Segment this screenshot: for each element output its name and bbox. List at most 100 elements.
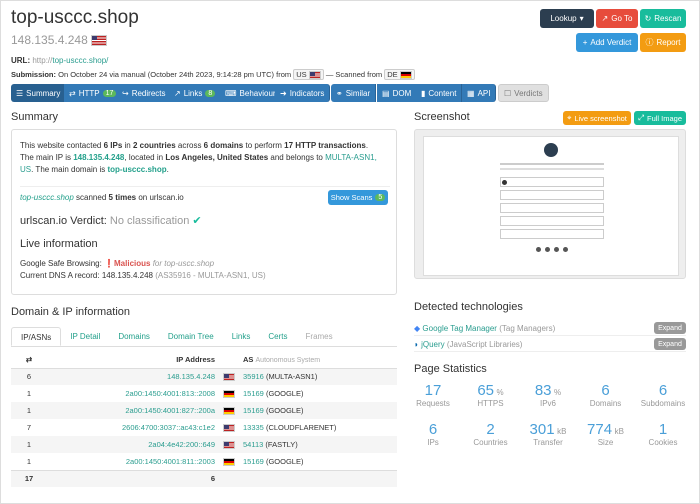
screenshot-image	[423, 136, 679, 276]
info-icon: ⓘ	[645, 38, 654, 47]
col-as-header: AS Autonomous System	[243, 354, 321, 364]
request-count: 1	[26, 389, 32, 398]
tech-item: ◗ jQuery (JavaScript Libraries) Expand	[414, 337, 686, 352]
report-button[interactable]: ⓘ Report	[640, 33, 686, 52]
de-flag-icon	[399, 71, 412, 80]
url-line: URL: http://top-usccc.shop/	[11, 56, 108, 65]
api-icon: ▦	[467, 88, 475, 98]
stat-subdomains: 6 Subdomains	[640, 382, 686, 408]
asn-org: (GOOGLE)	[265, 406, 304, 415]
asn-org: (CLOUDFLARENET)	[265, 423, 337, 432]
summary-heading: Summary	[11, 111, 59, 123]
tech-heading: Detected technologies	[414, 301, 523, 313]
us-flag-icon	[223, 441, 235, 449]
us-flag-icon	[90, 35, 107, 47]
verdict-icon: ☐	[504, 88, 512, 98]
asn-org: (MULTA-ASN1)	[265, 372, 318, 382]
show-scans-button[interactable]: Show Scans 5	[328, 190, 388, 205]
link-icon: ↗	[174, 88, 181, 98]
stats-heading: Page Statistics	[414, 363, 487, 375]
asn-link[interactable]: 54113	[243, 440, 264, 449]
ip-link[interactable]: 2a04:4e42:200::649	[148, 440, 215, 449]
expand-icon: ⤢	[637, 113, 644, 122]
nav-indicators[interactable]: ➜ Indicators	[275, 84, 331, 102]
expand-button[interactable]: Expand	[654, 322, 686, 334]
ip-link[interactable]: 2606:4700:3037::ac43:c1e2	[122, 423, 215, 432]
asn-link[interactable]: 13335	[243, 423, 264, 432]
asn-link[interactable]: 15169	[243, 389, 264, 398]
table-row: 1 2a00:1450:4001:813::2008 15169 (GOOGLE)	[11, 385, 397, 402]
col-ip-header: IP Address	[176, 354, 215, 364]
plus-icon: +	[582, 38, 588, 47]
nav-redirects[interactable]: ↪ Redirects	[117, 84, 172, 102]
check-circle-icon: ✔	[192, 215, 202, 227]
add-verdict-button[interactable]: + Add Verdict	[576, 33, 638, 52]
nav-api[interactable]: ▦ API	[462, 84, 497, 102]
rescan-button[interactable]: ↻ Rescan	[640, 9, 686, 28]
asn-link[interactable]: MULTA-ASN1, US	[20, 153, 377, 174]
asn-org: (GOOGLE)	[265, 456, 304, 466]
arrow-icon: ➜	[280, 88, 287, 98]
similar-icon: ⚭	[336, 88, 343, 98]
nav-similar[interactable]: ⚭ Similar	[331, 84, 377, 102]
ip-link[interactable]: 2a00:1450:4001:813::2008	[125, 389, 215, 398]
nav-links[interactable]: ↗ Links 8	[169, 84, 222, 102]
de-flag-icon	[223, 457, 235, 466]
stat-size: 774 kB Size	[587, 421, 624, 447]
live-screenshot-button[interactable]: ⌖ Live screenshot	[563, 111, 631, 125]
file-icon: ▮	[421, 88, 426, 98]
request-count: 1	[26, 456, 32, 466]
exchange-icon: ⇄	[69, 88, 76, 98]
de-flag-icon	[223, 407, 235, 415]
request-count: 7	[26, 423, 32, 432]
full-image-button[interactable]: ⤢ Full Image	[634, 111, 686, 125]
page-title: top-usccc.shop	[11, 7, 139, 28]
tab-ip-detail[interactable]: IP Detail	[70, 332, 101, 341]
goto-button[interactable]: ↗ Go To	[596, 9, 638, 28]
nav-summary[interactable]: ☰ Summary	[11, 84, 67, 102]
stat-requests: 17 Requests	[416, 382, 450, 408]
expand-button[interactable]: Expand	[654, 338, 686, 350]
tab-certs[interactable]: Certs	[268, 332, 288, 341]
url-link[interactable]: top-usccc.shop/	[52, 56, 109, 65]
nav-verdicts[interactable]: ☐ Verdicts	[498, 84, 549, 102]
scanned-country: DE	[384, 69, 415, 81]
camera-icon: ⌖	[567, 113, 572, 122]
tab-domain-tree[interactable]: Domain Tree	[167, 332, 214, 341]
tab-ip-asns[interactable]: IP/ASNs	[11, 327, 62, 346]
ip-address: 148.135.4.248	[11, 33, 107, 47]
external-link-icon: ↗	[601, 14, 609, 23]
stat-domains: 6 Domains	[589, 382, 622, 408]
tab-links[interactable]: Links	[231, 332, 251, 341]
asn-link[interactable]: 15169	[243, 456, 264, 466]
us-flag-icon	[223, 424, 235, 432]
nav-http[interactable]: ⇄ HTTP 17	[64, 84, 123, 102]
live-info-heading: Live information	[20, 238, 98, 250]
nav-behaviour[interactable]: ⌨ Behaviour	[220, 84, 282, 102]
sort-icon[interactable]: ⇄	[25, 354, 33, 364]
total-requests: 17	[24, 474, 34, 484]
nav-dom[interactable]: ▤ DOM	[377, 84, 418, 102]
nav-content[interactable]: ▮ Content	[416, 84, 463, 102]
caret-down-icon: ▾	[579, 14, 584, 23]
ip-link[interactable]: 148.135.4.248	[167, 372, 215, 382]
url-prefix: http://	[32, 56, 53, 65]
ip-link[interactable]: 2a00:1450:4001:827::200a	[125, 406, 215, 415]
table-row: 1 2a04:4e42:200::649 54113 (FASTLY)	[11, 436, 397, 453]
tech-link-jquery[interactable]: jQuery	[421, 339, 445, 349]
tab-domains[interactable]: Domains	[118, 332, 150, 341]
tech-link-gtm[interactable]: Google Tag Manager	[422, 323, 497, 333]
lookup-button[interactable]: Lookup ▾	[540, 9, 594, 28]
stat-ips: 6 IPs	[427, 421, 439, 447]
asn-link[interactable]: 15169	[243, 406, 264, 415]
de-flag-icon	[223, 390, 235, 398]
screenshot-frame[interactable]	[414, 129, 686, 279]
dom-icon: ▤	[382, 88, 390, 98]
domain-ip-heading: Domain & IP information	[11, 306, 131, 318]
scan-count-text: top-usccc.shop scanned 5 times on urlsca…	[20, 193, 184, 202]
ip-text: 148.135.4.248	[11, 33, 88, 47]
asn-link[interactable]: 35916	[243, 372, 264, 382]
stat-ipv6: 83 % IPv6	[534, 382, 562, 408]
summary-text: This website contacted 6 IPs in 2 countr…	[20, 141, 377, 174]
ip-link[interactable]: 2a00:1450:4001:811::2003	[125, 456, 215, 466]
